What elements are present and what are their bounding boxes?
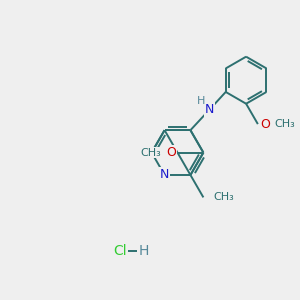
Text: H: H (197, 96, 206, 106)
Text: H: H (139, 244, 149, 258)
Text: N: N (160, 169, 169, 182)
Text: O: O (166, 146, 176, 159)
Text: N: N (205, 103, 214, 116)
Text: O: O (260, 118, 270, 130)
Text: CH₃: CH₃ (214, 192, 234, 203)
Text: CH₃: CH₃ (274, 119, 295, 129)
Text: Cl: Cl (114, 244, 127, 258)
Text: CH₃: CH₃ (141, 148, 161, 158)
